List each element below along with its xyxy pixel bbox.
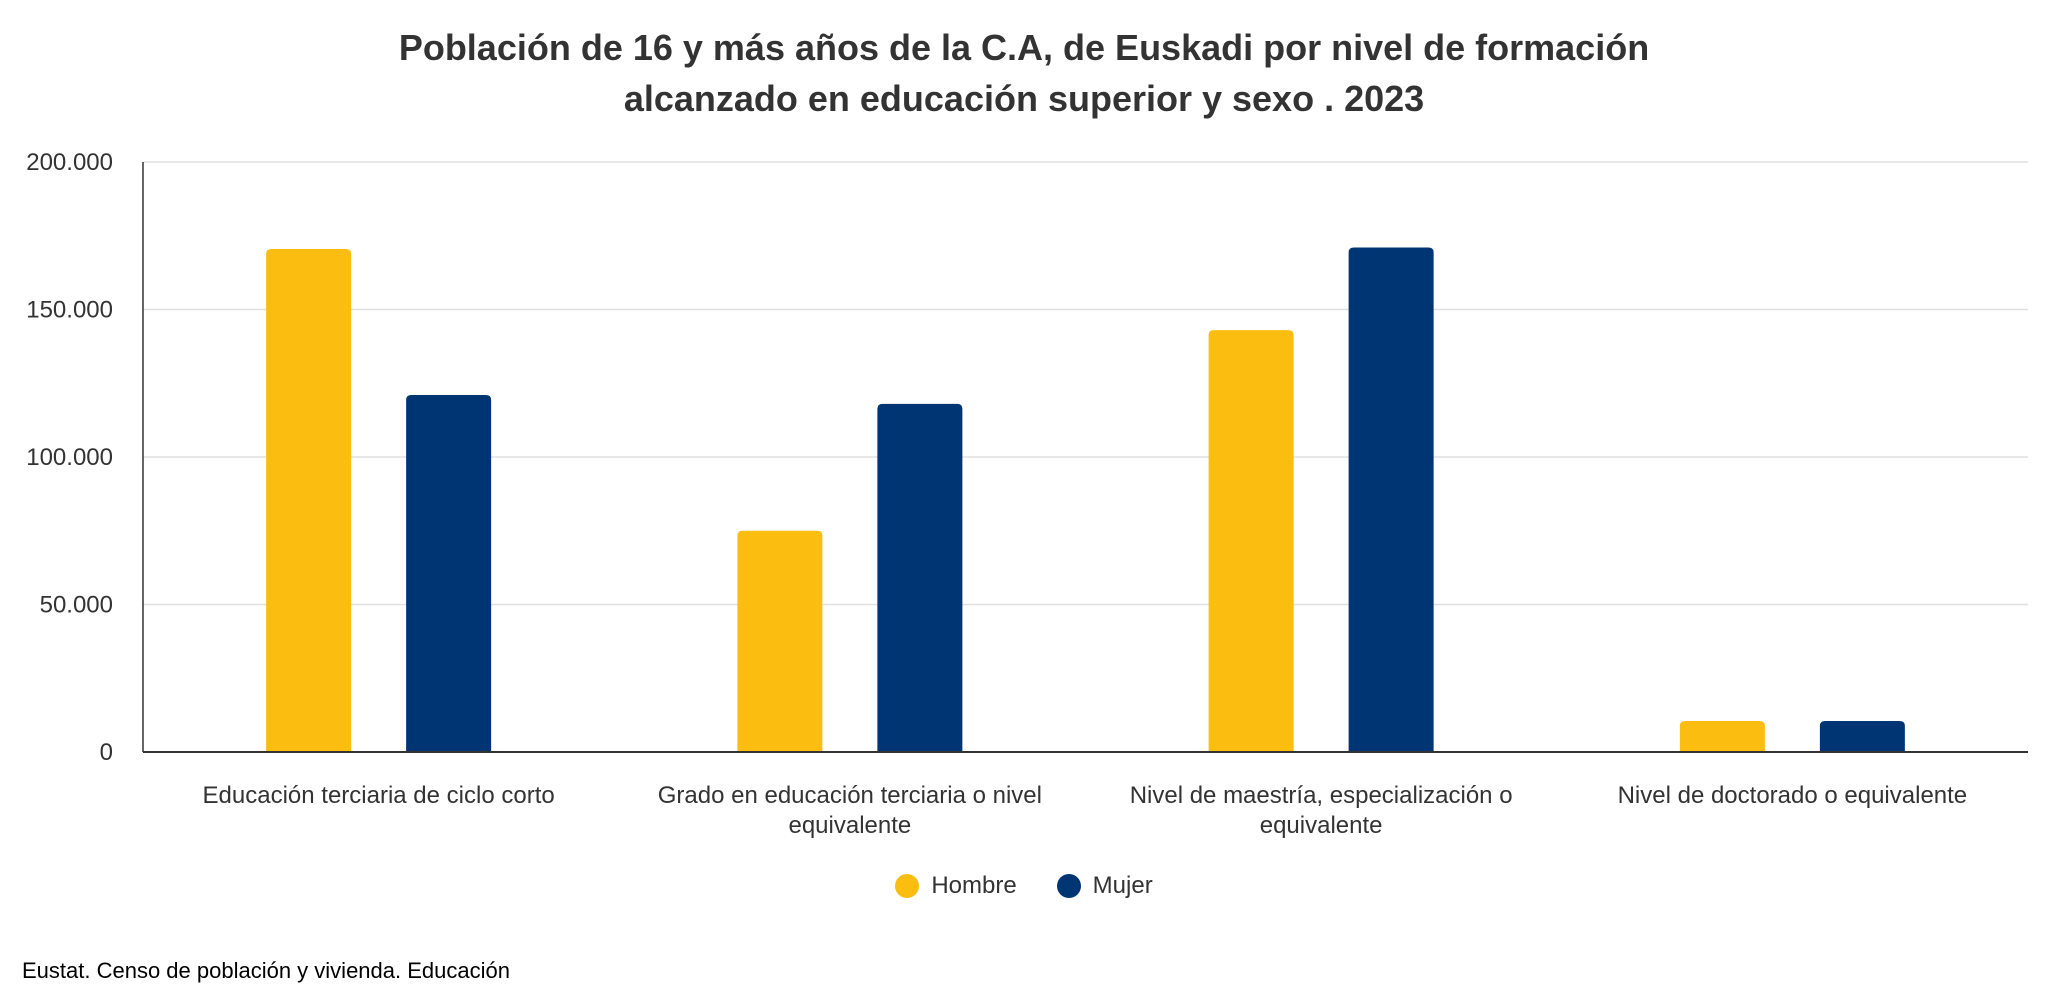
bar-mujer-1[interactable] <box>406 395 492 752</box>
bars <box>266 247 1905 753</box>
bar-mujer-4[interactable] <box>1819 721 1905 752</box>
source-note: Eustat. Censo de población y vivienda. E… <box>22 958 510 983</box>
chart-title-line-1: Población de 16 y más años de la C.A, de… <box>398 27 1650 68</box>
x-category-label: Nivel de doctorado o equivalente <box>1618 782 1968 809</box>
chart-title: Población de 16 y más años de la C.A, de… <box>0 22 2048 124</box>
y-tick-label: 0 <box>100 739 113 766</box>
x-category-labels: Educación terciaria de ciclo corto Grado … <box>203 782 1968 839</box>
x-category-label: Grado en educación terciaria o nivel equi… <box>658 782 1042 839</box>
legend-label-mujer: Mujer <box>1092 872 1153 899</box>
legend-swatch-mujer <box>1056 874 1081 898</box>
x-category-label: Nivel de maestría, especialización o equi… <box>1130 782 1513 839</box>
y-tick-label: 150.000 <box>26 297 113 324</box>
legend: Hombre Mujer <box>0 872 2048 900</box>
chart-title-line-2: alcanzado en educación superior y sexo .… <box>623 78 1425 119</box>
bar-mujer-2[interactable] <box>877 403 963 752</box>
y-tick-label: 50.000 <box>40 592 113 619</box>
axes <box>142 162 2028 753</box>
bar-hombre-2[interactable] <box>737 530 823 752</box>
x-category-label: Educación terciaria de ciclo corto <box>203 782 555 809</box>
bar-mujer-3[interactable] <box>1348 247 1434 753</box>
legend-swatch-hombre <box>895 874 920 898</box>
y-tick-label: 100.000 <box>26 444 113 471</box>
bar-hombre-4[interactable] <box>1679 721 1765 752</box>
legend-item-hombre[interactable]: Hombre <box>895 872 1017 900</box>
bar-hombre-3[interactable] <box>1208 330 1294 752</box>
y-tick-labels: 0 50.000 100.000 150.000 200.000 <box>26 149 113 766</box>
legend-item-mujer[interactable]: Mujer <box>1056 872 1153 900</box>
bar-hombre-1[interactable] <box>266 249 352 752</box>
y-tick-label: 200.000 <box>26 149 113 176</box>
legend-label-hombre: Hombre <box>931 872 1017 899</box>
